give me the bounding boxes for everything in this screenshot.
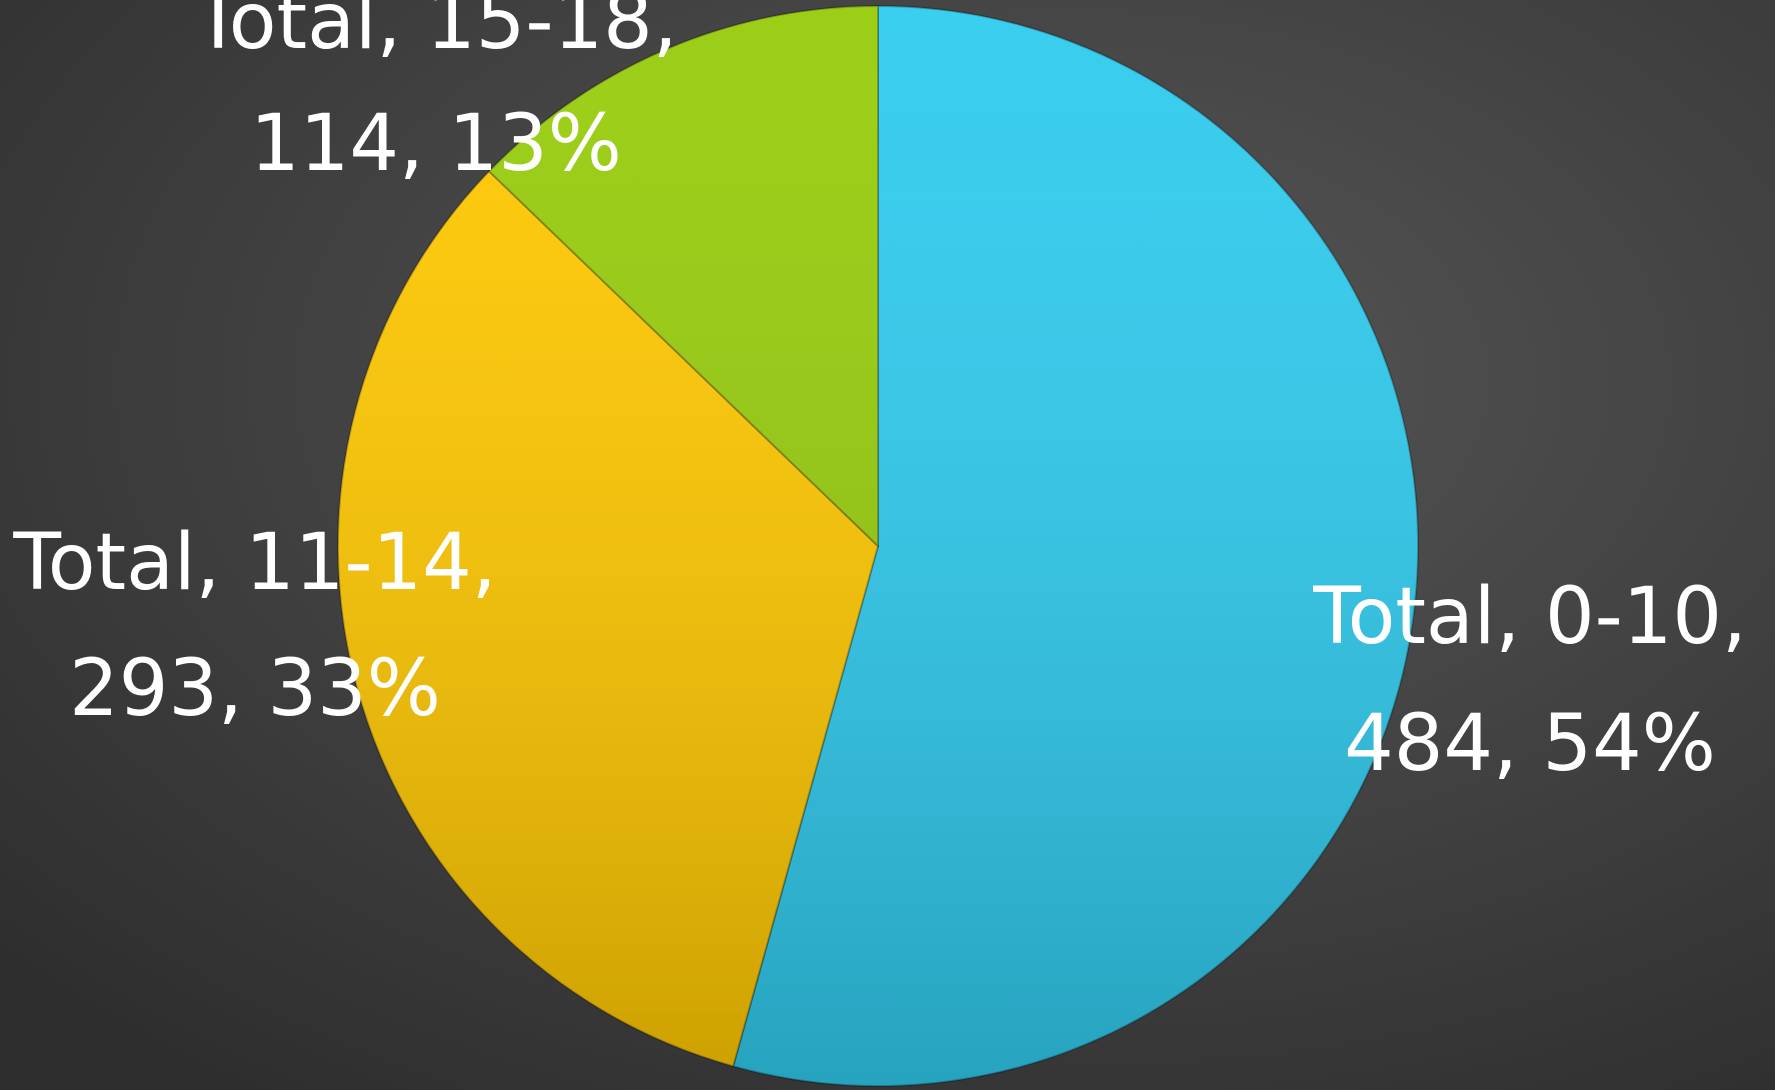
data-labels: Total, 0-10, 484, 54% Total, 11-14, 293, 33… [12, 0, 1746, 789]
data-label: 293, 33% [69, 644, 441, 734]
data-label: Total, 15-18, [193, 0, 677, 67]
data-label: 114, 13% [250, 99, 622, 189]
data-label: 484, 54% [1344, 699, 1716, 789]
data-label: Total, 0-10, [1312, 572, 1747, 662]
data-label: Total, 11-14, [12, 518, 496, 608]
